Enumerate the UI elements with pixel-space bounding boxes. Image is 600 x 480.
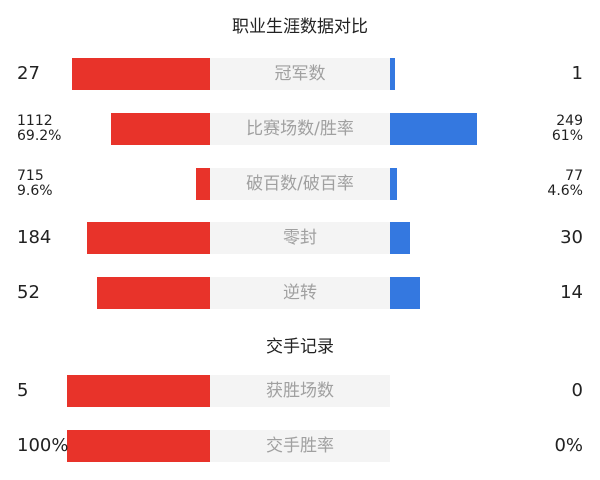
left-value-line: 184 xyxy=(17,227,52,248)
left-value-line: 100% xyxy=(17,435,69,456)
left-value: 715 9.6% xyxy=(17,169,53,199)
right-value: 0% xyxy=(554,430,583,462)
right-value-line: 0% xyxy=(554,435,583,456)
left-value-line: 27 xyxy=(17,63,40,84)
right-bar xyxy=(390,58,395,90)
stat-row: 冠军数 27 1 xyxy=(0,58,600,90)
left-value-line: 715 xyxy=(17,168,44,184)
stat-row: 比赛场数/胜率 1112 69.2% 249 61% xyxy=(0,113,600,145)
stat-row: 破百数/破百率 715 9.6% 77 4.6% xyxy=(0,168,600,200)
stat-label: 逆转 xyxy=(210,277,390,309)
right-value-line: 0 xyxy=(571,380,583,401)
left-value-line: 52 xyxy=(17,282,40,303)
left-bar xyxy=(87,222,210,254)
left-value: 100% xyxy=(17,430,68,462)
left-value: 5 xyxy=(17,375,28,407)
section-title: 交手记录 xyxy=(266,337,334,357)
left-bar xyxy=(97,277,210,309)
stat-row: 零封 184 30 xyxy=(0,222,600,254)
left-value-line: 5 xyxy=(17,380,29,401)
right-value-line: 30 xyxy=(560,227,583,248)
right-value: 1 xyxy=(572,58,583,90)
right-bar xyxy=(390,222,410,254)
stat-row: 获胜场数 5 0 xyxy=(0,375,600,407)
left-bar xyxy=(72,58,210,90)
left-value-line: 1112 xyxy=(17,113,53,129)
left-value: 52 xyxy=(17,277,40,309)
right-value-line: 61% xyxy=(551,128,583,144)
stat-label: 破百数/破百率 xyxy=(210,168,390,200)
right-value-line: 249 xyxy=(556,113,583,129)
right-value-line: 1 xyxy=(571,63,583,84)
right-value: 14 xyxy=(560,277,583,309)
left-value: 1112 69.2% xyxy=(17,114,61,144)
left-bar xyxy=(67,375,210,407)
right-value-line: 4.6% xyxy=(547,183,583,199)
right-value-line: 14 xyxy=(560,282,583,303)
stat-label: 冠军数 xyxy=(210,58,390,90)
left-value-line: 69.2% xyxy=(17,128,62,144)
right-value: 0 xyxy=(572,375,583,407)
right-value: 30 xyxy=(560,222,583,254)
stat-label: 获胜场数 xyxy=(210,375,390,407)
right-value: 77 4.6% xyxy=(547,169,583,199)
right-value-line: 77 xyxy=(565,168,583,184)
stat-row: 逆转 52 14 xyxy=(0,277,600,309)
right-bar xyxy=(390,113,477,145)
stat-row: 交手胜率 100% 0% xyxy=(0,430,600,462)
left-value: 27 xyxy=(17,58,40,90)
left-value: 184 xyxy=(17,222,51,254)
stat-label: 交手胜率 xyxy=(210,430,390,462)
section-title: 职业生涯数据对比 xyxy=(232,17,368,37)
right-value: 249 61% xyxy=(552,114,583,144)
stat-label: 比赛场数/胜率 xyxy=(210,113,390,145)
right-bar xyxy=(390,168,397,200)
left-value-line: 9.6% xyxy=(17,183,53,199)
left-bar xyxy=(196,168,210,200)
right-bar xyxy=(390,277,420,309)
left-bar xyxy=(67,430,210,462)
stat-label: 零封 xyxy=(210,222,390,254)
left-bar xyxy=(111,113,210,145)
